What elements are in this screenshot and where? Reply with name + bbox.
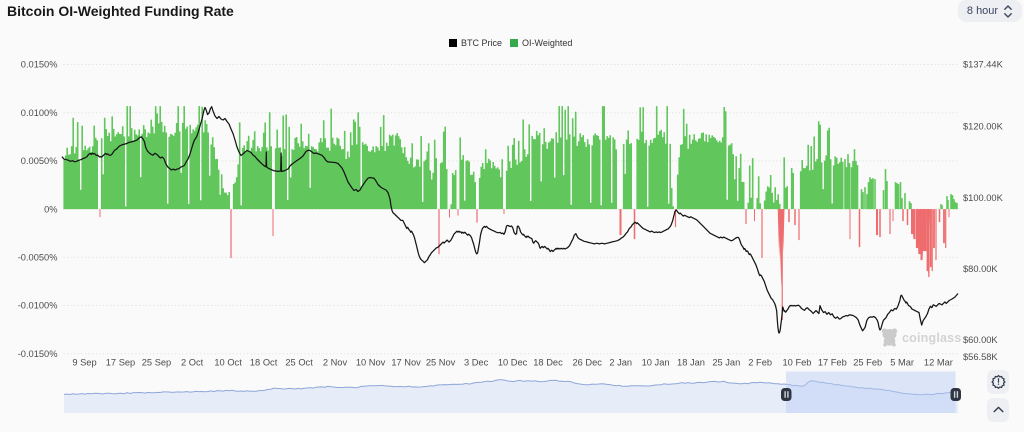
svg-text:10 Nov: 10 Nov [356, 358, 386, 368]
svg-text:-0.0150%: -0.0150% [18, 349, 58, 359]
svg-text:2 Jan: 2 Jan [609, 358, 632, 368]
svg-text:-0.0100%: -0.0100% [18, 301, 58, 311]
svg-text:2 Nov: 2 Nov [323, 358, 348, 368]
svg-text:9 Sep: 9 Sep [72, 358, 96, 368]
svg-text:2 Feb: 2 Feb [748, 358, 772, 368]
svg-text:0%: 0% [44, 204, 57, 214]
svg-text:10 Feb: 10 Feb [783, 358, 812, 368]
svg-text:$56.58K: $56.58K [963, 352, 998, 362]
svg-text:$137.44K: $137.44K [963, 60, 1004, 70]
svg-text:$60.00K: $60.00K [963, 335, 998, 345]
svg-text:10 Oct: 10 Oct [214, 358, 242, 368]
svg-text:$100.00K: $100.00K [963, 193, 1004, 203]
svg-text:17 Nov: 17 Nov [391, 358, 421, 368]
svg-text:0.0150%: 0.0150% [21, 60, 58, 70]
svg-text:25 Sep: 25 Sep [142, 358, 171, 368]
svg-text:26 Dec: 26 Dec [572, 358, 602, 368]
svg-text:2 Oct: 2 Oct [181, 358, 204, 368]
svg-text:10 Jan: 10 Jan [642, 358, 670, 368]
svg-text:0.0100%: 0.0100% [21, 108, 58, 118]
svg-text:18 Jan: 18 Jan [677, 358, 705, 368]
svg-text:3 Dec: 3 Dec [464, 358, 489, 368]
svg-text:25 Nov: 25 Nov [426, 358, 456, 368]
svg-text:coinglass: coinglass [902, 331, 961, 345]
svg-text:18 Oct: 18 Oct [250, 358, 278, 368]
svg-text:5 Mar: 5 Mar [890, 358, 914, 368]
svg-text:0.0050%: 0.0050% [21, 156, 58, 166]
svg-text:-0.0050%: -0.0050% [18, 253, 58, 263]
svg-text:$120.00K: $120.00K [963, 122, 1004, 132]
svg-text:$80.00K: $80.00K [963, 264, 998, 274]
svg-text:25 Feb: 25 Feb [853, 358, 882, 368]
svg-text:25 Jan: 25 Jan [712, 358, 740, 368]
svg-text:17 Feb: 17 Feb [818, 358, 847, 368]
svg-text:17 Sep: 17 Sep [106, 358, 135, 368]
svg-text:12 Mar: 12 Mar [924, 358, 953, 368]
svg-text:18 Dec: 18 Dec [533, 358, 563, 368]
svg-text:25 Oct: 25 Oct [285, 358, 313, 368]
svg-text:10 Dec: 10 Dec [498, 358, 528, 368]
